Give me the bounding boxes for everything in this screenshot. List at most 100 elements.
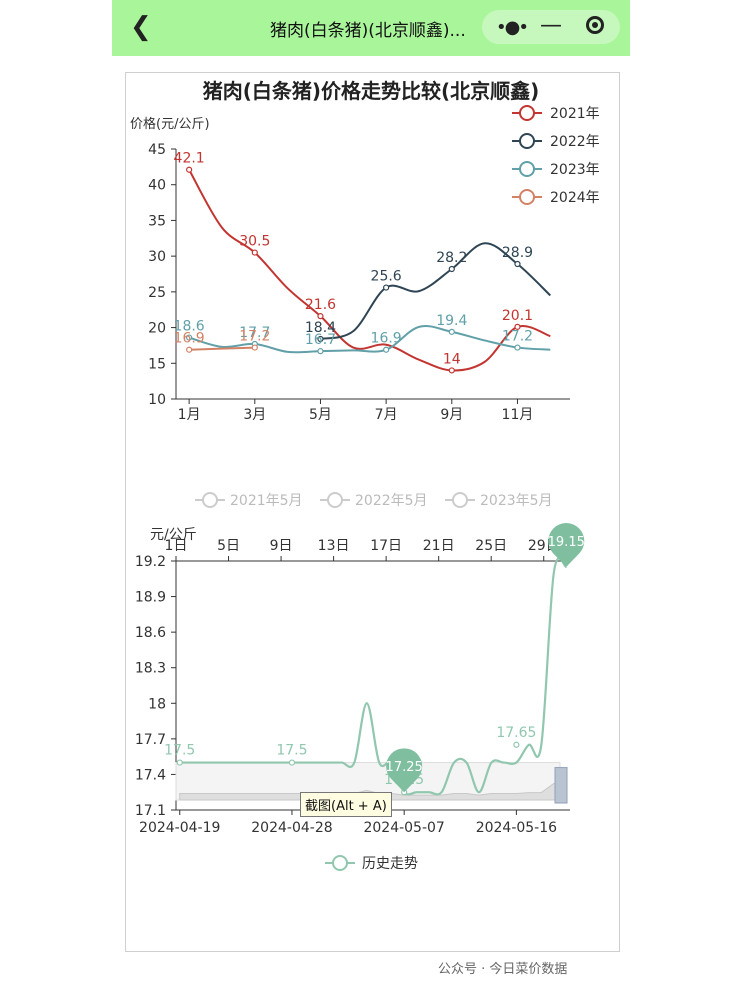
y-tick-label: 18.6 [135, 625, 166, 641]
y-tick-label: 18.9 [135, 590, 166, 606]
y-tick-label: 18 [148, 696, 166, 712]
legend-icon [519, 161, 535, 177]
legend-icon [519, 133, 535, 149]
top-x-tick-label: 5日 [217, 538, 240, 554]
series-line [188, 169, 551, 372]
legend-label: 2021年 [550, 106, 600, 122]
top-x-tick-label: 9日 [270, 538, 293, 554]
data-point [186, 334, 193, 341]
legend-icon [452, 492, 468, 508]
data-point [317, 313, 324, 320]
legend-label: 2024年 [550, 190, 600, 206]
y-tick-label: 17.1 [135, 803, 166, 819]
x-tick-label: 5月 [309, 407, 332, 423]
data-label: 21.6 [305, 297, 336, 313]
marker-pin [386, 748, 423, 793]
data-label: 28.9 [502, 245, 533, 261]
data-label: 17.5 [164, 743, 195, 759]
data-label: 42.1 [174, 151, 205, 167]
page-title: 猪肉(白条猪)(北京顺鑫)... [270, 21, 466, 41]
data-label: 16.7 [305, 332, 336, 348]
marker-label: 17.25 [386, 760, 423, 775]
series-line [179, 557, 568, 796]
legend-label: 2021年5月 [230, 493, 303, 509]
legend-icon [519, 105, 535, 121]
zoom-slider-handle [554, 767, 568, 804]
y-tick-label: 40 [148, 178, 166, 194]
legend-icon [202, 492, 218, 508]
legend-label: 2023年 [550, 162, 600, 178]
legend-label: 2022年 [550, 134, 600, 150]
marker-label: 19.15 [548, 535, 585, 550]
data-label: 14 [443, 351, 461, 367]
data-point [513, 741, 520, 748]
data-point [383, 346, 390, 353]
data-point [186, 166, 193, 173]
x-tick-label: 2024-05-07 [363, 820, 444, 836]
data-label: 17.2 [502, 329, 533, 345]
more-dots-icon[interactable]: •●• [496, 17, 529, 38]
data-point [448, 265, 455, 273]
data-label: 18.4 [305, 320, 336, 336]
data-point [251, 249, 258, 256]
series-line [189, 346, 255, 351]
y-tick-label: 45 [148, 142, 166, 158]
data-point [176, 759, 183, 766]
data-label: 25.6 [371, 269, 402, 285]
top-x-tick-label: 21日 [423, 538, 455, 554]
mini-program-capsule: •●• — [482, 10, 620, 44]
top-x-tick-label: 1日 [165, 538, 188, 554]
y-tick-label: 17.4 [135, 767, 166, 783]
title-bar: ❮ 猪肉(白条猪)(北京顺鑫)... •●• — [112, 0, 630, 56]
data-point [514, 344, 521, 351]
legend-icon [332, 855, 348, 871]
data-point [317, 335, 324, 343]
data-label: 19.4 [436, 313, 467, 329]
comparison-chart: 猪肉(白条猪)价格走势比较(北京顺鑫) 价格(元/公斤) 10 15 20 25 30 35 4… [130, 79, 600, 423]
data-label: 28.2 [436, 250, 467, 266]
data-label: 17.7 [239, 325, 270, 341]
data-point [251, 344, 258, 351]
y-tick-label: 17.7 [135, 732, 166, 748]
y-axis-label: 元/公斤 [150, 527, 197, 543]
chart-title: 猪肉(白条猪)价格走势比较(北京顺鑫) [203, 79, 540, 103]
data-label: 17.65 [496, 725, 536, 741]
x-tick-label: 11月 [502, 407, 534, 423]
legend-icon [519, 189, 535, 205]
x-tick-label: 2024-05-16 [476, 820, 557, 836]
target-icon[interactable] [586, 16, 604, 34]
y-tick-label: 18.3 [135, 661, 166, 677]
y-tick-label: 15 [148, 356, 166, 372]
data-label: 17.5 [276, 743, 307, 759]
x-tick-label: 1月 [178, 407, 201, 423]
y-tick-label: 30 [148, 249, 166, 265]
x-tick-label: 7月 [375, 407, 398, 423]
series-line [320, 242, 551, 340]
source-footer: 公众号 · 今日菜价数据 [438, 962, 568, 977]
y-tick-label: 10 [148, 392, 166, 408]
top-x-tick-label: 13日 [318, 538, 350, 554]
data-label: 17.2 [239, 329, 270, 345]
legend-label: 历史走势 [362, 856, 418, 872]
legend-label: 2023年5月 [480, 493, 553, 509]
y-tick-label: 35 [148, 213, 166, 229]
data-label: 30.5 [239, 234, 270, 250]
y-tick-label: 20 [148, 321, 166, 337]
data-point [383, 284, 390, 291]
data-point [186, 346, 193, 353]
top-x-tick-label: 25日 [475, 538, 507, 554]
data-point [317, 348, 324, 355]
data-point [448, 367, 455, 374]
y-tick-label: 19.2 [135, 554, 166, 570]
x-tick-label: 9月 [440, 407, 463, 423]
screenshot-tooltip: 截图(Alt + A) [300, 792, 392, 817]
top-x-tick-label: 17日 [370, 538, 402, 554]
x-tick-label: 3月 [243, 407, 266, 423]
chevron-left-icon[interactable]: ❮ [130, 12, 152, 42]
data-label: 20.1 [502, 308, 533, 324]
data-label: 18.6 [174, 319, 205, 335]
data-point [514, 323, 521, 330]
y-tick-label: 25 [148, 285, 166, 301]
minus-icon[interactable]: — [540, 13, 562, 38]
